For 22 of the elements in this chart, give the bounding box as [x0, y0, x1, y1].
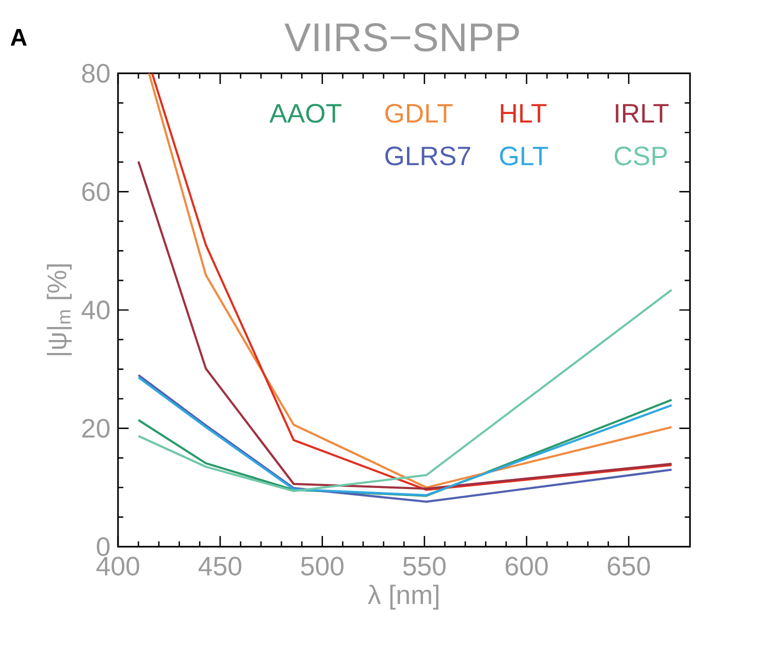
x-tick-label: 500 — [301, 556, 344, 576]
y-tick-label: 60 — [82, 182, 110, 202]
text: IRLT — [616, 104, 669, 122]
x-tick-label: 400 — [96, 556, 140, 576]
x-tick-label: 450 — [198, 556, 242, 576]
text: HLT — [500, 104, 546, 122]
x-tick-label: 650 — [608, 556, 650, 576]
x-tick-label: 550 — [403, 556, 446, 576]
y-tick-label: 80 — [82, 64, 110, 83]
text: AAOT — [269, 104, 342, 123]
text: GDLT — [385, 104, 453, 123]
x-tick-label: 600 — [506, 556, 548, 576]
y-tick-label: 0 — [96, 537, 110, 556]
x-axis-title: λ [nm] — [368, 584, 438, 610]
chart-title: VIIRS−SNPP — [284, 23, 519, 52]
text: GLT — [500, 146, 548, 166]
y-axis-title: |ψ|$_{m}$ [%] — [46, 264, 72, 356]
text: CSP — [614, 146, 667, 166]
text: A — [10, 29, 27, 46]
y-tick-label: 40 — [82, 300, 110, 320]
text: GLRS7 — [385, 146, 470, 166]
y-tick-label: 20 — [82, 418, 110, 438]
